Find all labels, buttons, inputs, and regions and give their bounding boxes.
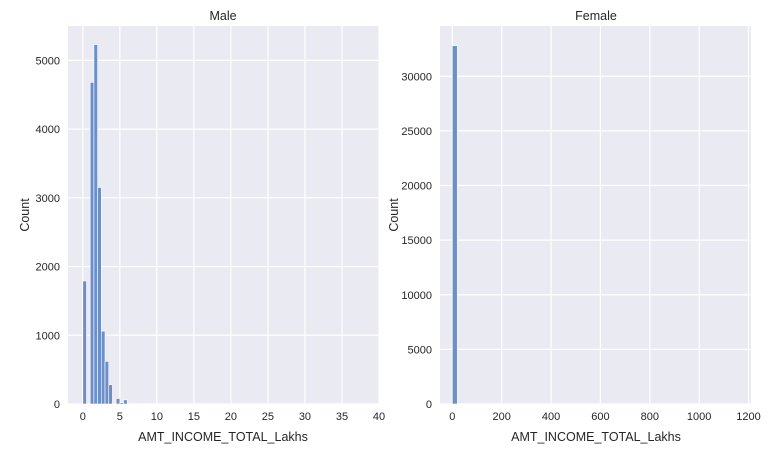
male-histogram-bar [119, 402, 124, 405]
female-x-tick-label: 1000 [687, 411, 711, 423]
male-histogram-bar [93, 44, 98, 405]
female-y-tick-labels: 0 5000 10000 15000 20000 25000 30000 [401, 71, 432, 411]
male-plot-area [68, 26, 379, 404]
male-histogram-bar [130, 403, 135, 405]
male-histogram-bar [115, 398, 121, 405]
male-y-tick-label: 0 [54, 399, 60, 411]
male-x-axis-label: AMT_INCOME_TOTAL_Lakhs [138, 430, 308, 444]
female-y-tick-label: 0 [426, 399, 432, 411]
male-grid [68, 26, 380, 405]
female-panel: 0 200 400 600 800 1000 1200 0 5000 10000 15000 200… [387, 9, 761, 444]
female-x-tick-label: 600 [591, 411, 609, 423]
male-panel: 0 5 10 15 20 25 30 35 40 0 1000 2000 3000 4000 5000 M… [18, 9, 385, 444]
female-y-tick-label: 5000 [408, 344, 432, 356]
male-x-tick-label: 40 [373, 411, 385, 423]
female-histogram-bar [452, 45, 458, 405]
female-y-tick-label: 20000 [401, 181, 432, 193]
female-x-axis-label: AMT_INCOME_TOTAL_Lakhs [511, 430, 681, 444]
male-histogram-bar [89, 82, 95, 405]
female-bars [452, 45, 458, 405]
male-histogram-bar [101, 330, 106, 405]
male-y-tick-label: 2000 [36, 262, 60, 274]
male-histogram-bar [82, 280, 87, 405]
female-y-tick-label: 25000 [401, 126, 432, 138]
male-y-tick-label: 3000 [36, 193, 60, 205]
male-y-tick-labels: 0 1000 2000 3000 4000 5000 [36, 55, 60, 411]
male-histogram-bar [123, 399, 128, 405]
male-title: Male [209, 9, 236, 23]
male-x-tick-label: 15 [188, 411, 200, 423]
male-bars [82, 44, 154, 405]
male-x-tick-label: 30 [299, 411, 311, 423]
female-title: Female [575, 9, 617, 23]
male-y-tick-label: 4000 [36, 124, 60, 136]
female-x-tick-label: 400 [542, 411, 560, 423]
male-y-axis-label: Count [18, 198, 32, 232]
female-y-tick-label: 10000 [401, 290, 432, 302]
female-x-tick-label: 200 [493, 411, 511, 423]
male-histogram-bar [104, 361, 110, 405]
female-x-tick-labels: 0 200 400 600 800 1000 1200 [449, 411, 760, 423]
male-histogram-bar [108, 384, 113, 405]
female-x-tick-label: 1200 [736, 411, 760, 423]
male-x-tick-label: 35 [336, 411, 348, 423]
male-x-tick-label: 0 [80, 411, 86, 423]
male-y-tick-label: 5000 [36, 55, 60, 67]
female-plot-area [440, 26, 751, 404]
male-x-tick-label: 10 [151, 411, 163, 423]
male-y-tick-label: 1000 [36, 330, 60, 342]
male-x-tick-label: 20 [225, 411, 237, 423]
male-x-tick-label: 25 [262, 411, 274, 423]
female-x-tick-label: 800 [641, 411, 659, 423]
female-x-tick-label: 0 [449, 411, 455, 423]
male-histogram-bar [126, 403, 132, 405]
male-histogram-bar [97, 187, 102, 405]
female-y-tick-label: 15000 [401, 235, 432, 247]
female-grid [440, 26, 751, 405]
male-x-tick-label: 5 [117, 411, 123, 423]
female-y-axis-label: Count [387, 198, 401, 232]
male-x-tick-labels: 0 5 10 15 20 25 30 35 40 [80, 411, 385, 423]
female-y-tick-label: 30000 [401, 71, 432, 83]
